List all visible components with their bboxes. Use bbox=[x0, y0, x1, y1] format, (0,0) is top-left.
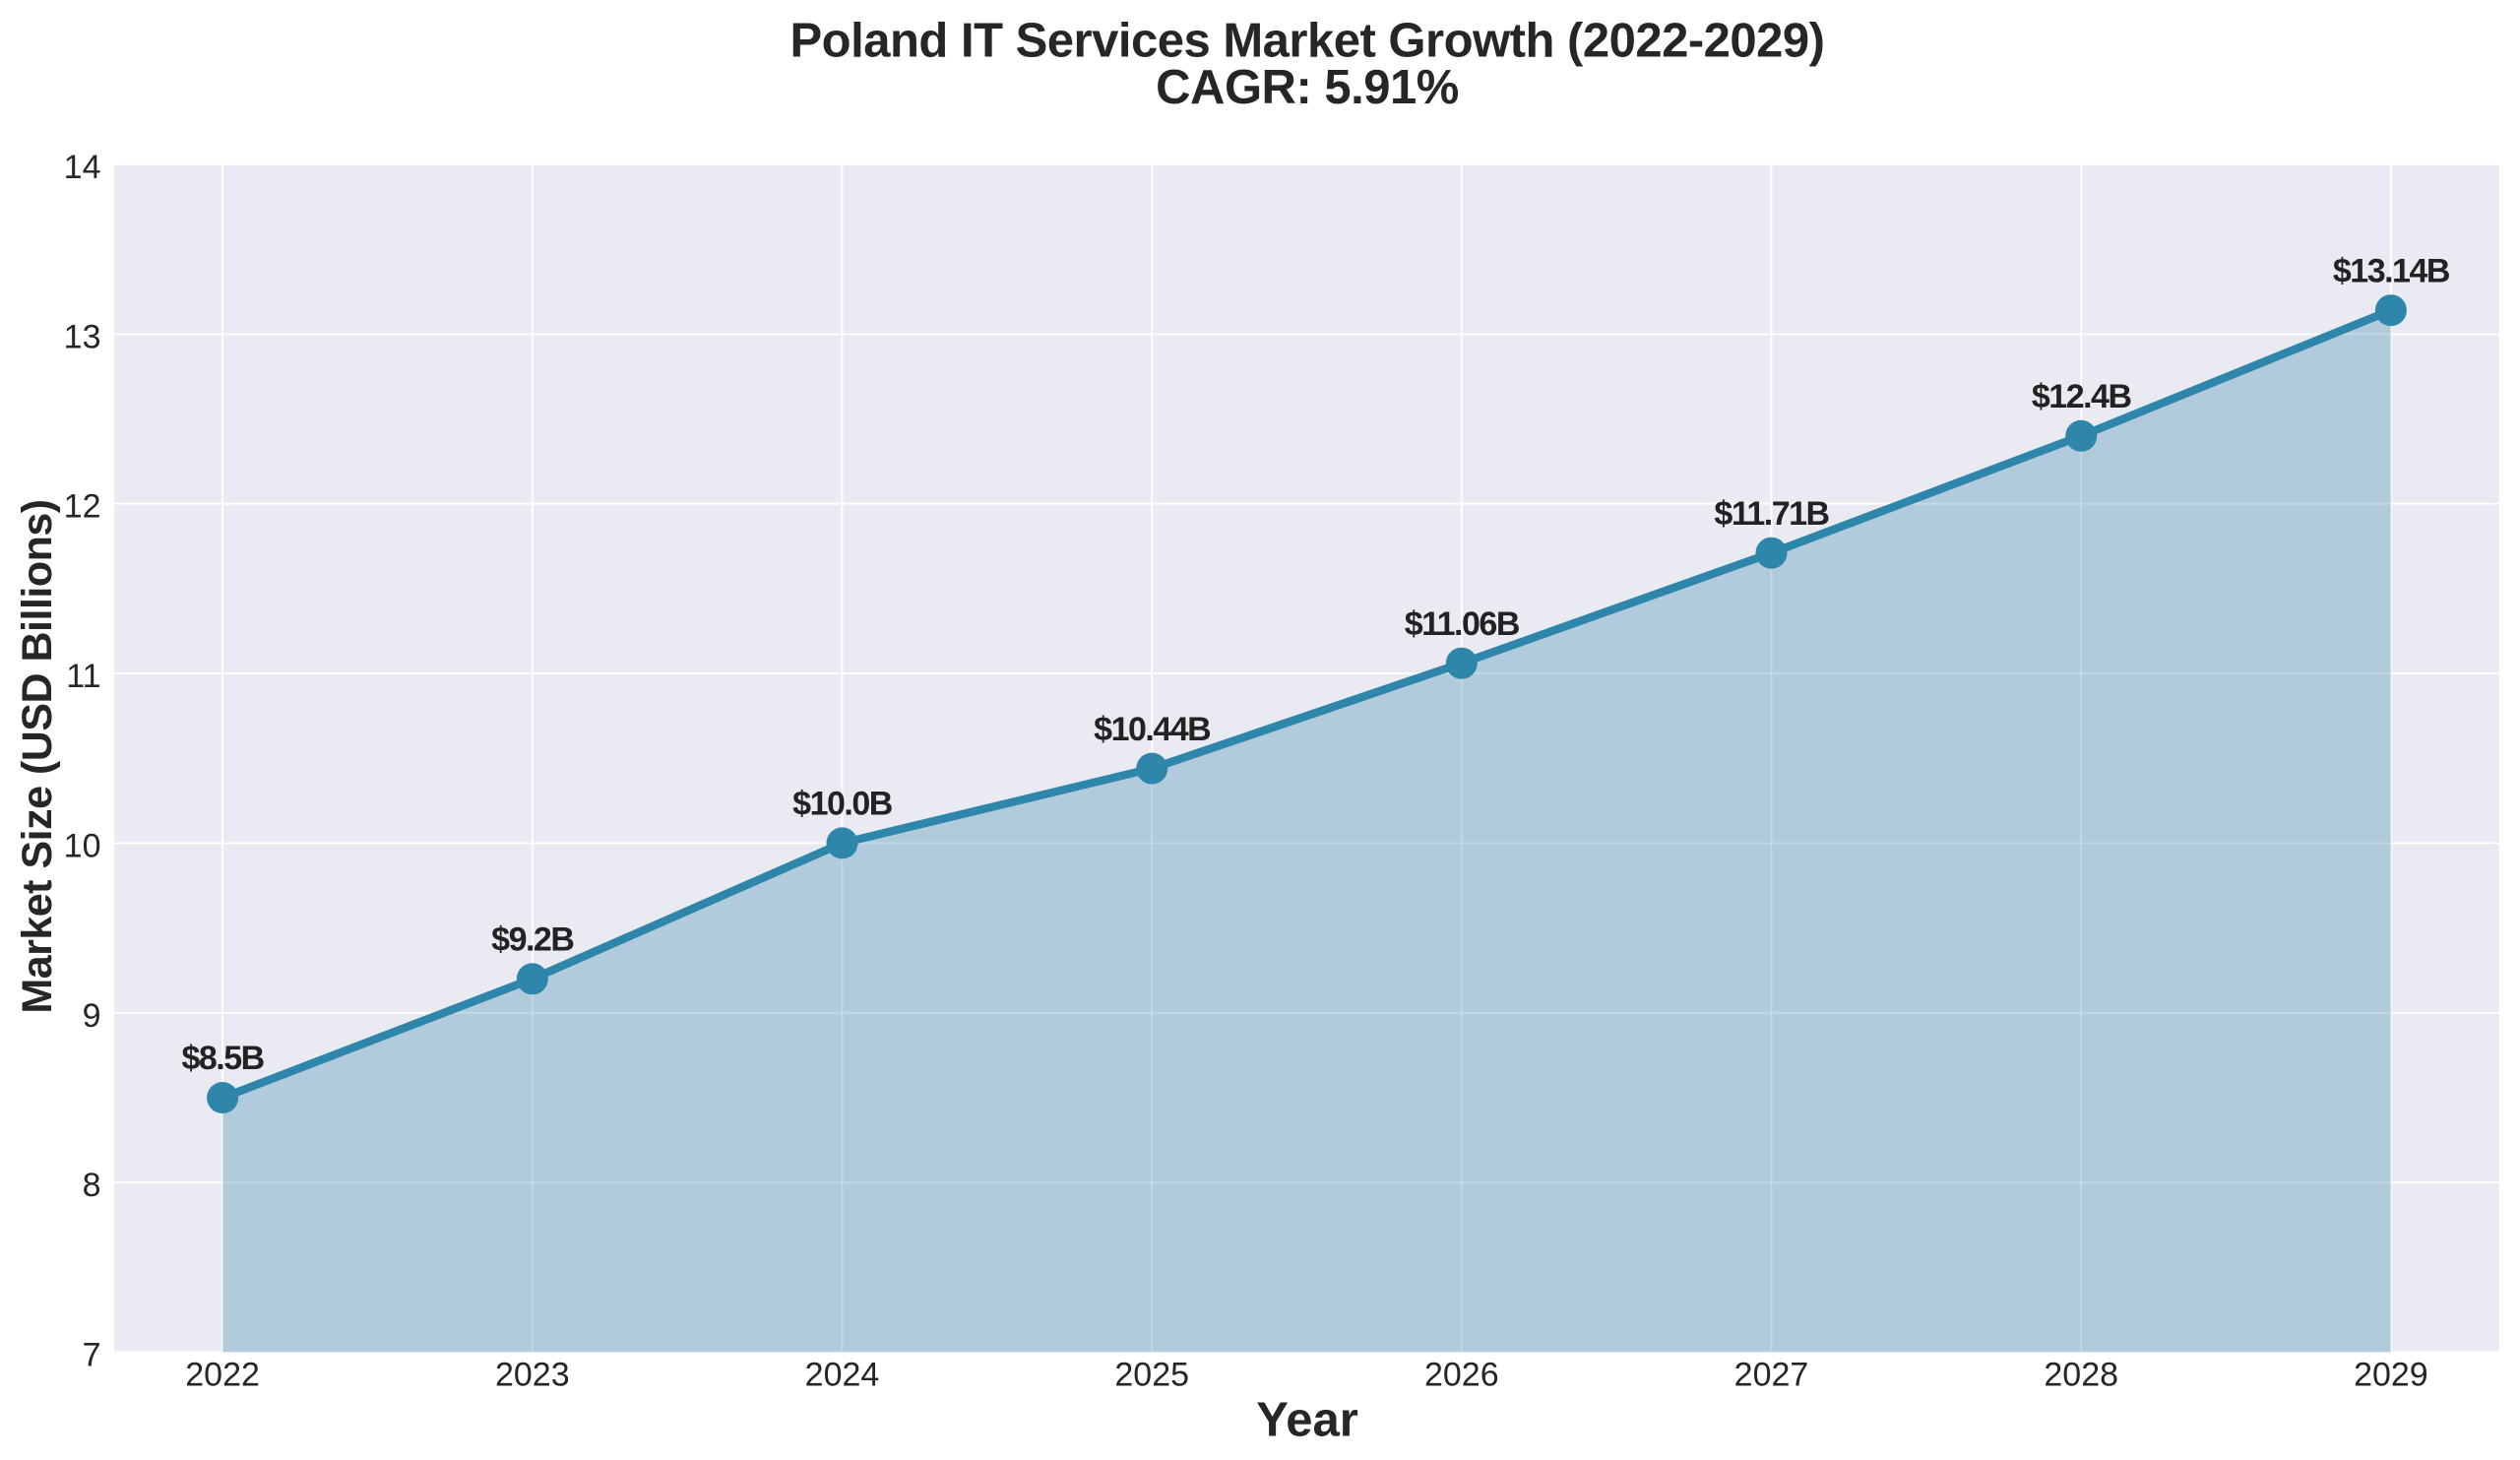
svg-text:2023: 2023 bbox=[495, 1357, 570, 1394]
svg-text:$11.71B: $11.71B bbox=[1714, 495, 1829, 533]
svg-text:10: 10 bbox=[64, 827, 101, 864]
svg-text:Year: Year bbox=[1256, 1393, 1358, 1446]
svg-text:2025: 2025 bbox=[1114, 1357, 1189, 1394]
svg-text:Poland IT Services Market Grow: Poland IT Services Market Growth (2022-2… bbox=[790, 15, 1825, 68]
svg-text:11: 11 bbox=[66, 658, 100, 695]
svg-text:Market Size (USD Billions): Market Size (USD Billions) bbox=[14, 499, 61, 1013]
svg-text:$10.44B: $10.44B bbox=[1094, 711, 1211, 748]
svg-text:$9.2B: $9.2B bbox=[491, 921, 574, 959]
svg-text:8: 8 bbox=[83, 1167, 101, 1204]
svg-text:$10.0B: $10.0B bbox=[792, 786, 893, 823]
svg-text:$11.06B: $11.06B bbox=[1405, 605, 1520, 643]
svg-text:2026: 2026 bbox=[1424, 1357, 1499, 1394]
svg-text:12: 12 bbox=[64, 488, 101, 526]
svg-text:9: 9 bbox=[83, 997, 101, 1035]
svg-text:2028: 2028 bbox=[2044, 1357, 2118, 1394]
svg-text:7: 7 bbox=[83, 1337, 101, 1374]
svg-text:$13.14B: $13.14B bbox=[2333, 252, 2450, 289]
svg-text:CAGR: 5.91%: CAGR: 5.91% bbox=[1156, 61, 1459, 114]
svg-text:$12.4B: $12.4B bbox=[2032, 378, 2132, 415]
svg-text:2022: 2022 bbox=[185, 1357, 260, 1394]
svg-text:$8.5B: $8.5B bbox=[181, 1040, 264, 1077]
svg-text:14: 14 bbox=[64, 149, 101, 186]
svg-text:2027: 2027 bbox=[1734, 1357, 1809, 1394]
svg-text:2024: 2024 bbox=[805, 1357, 880, 1394]
svg-text:2029: 2029 bbox=[2354, 1357, 2428, 1394]
svg-text:13: 13 bbox=[64, 318, 101, 355]
